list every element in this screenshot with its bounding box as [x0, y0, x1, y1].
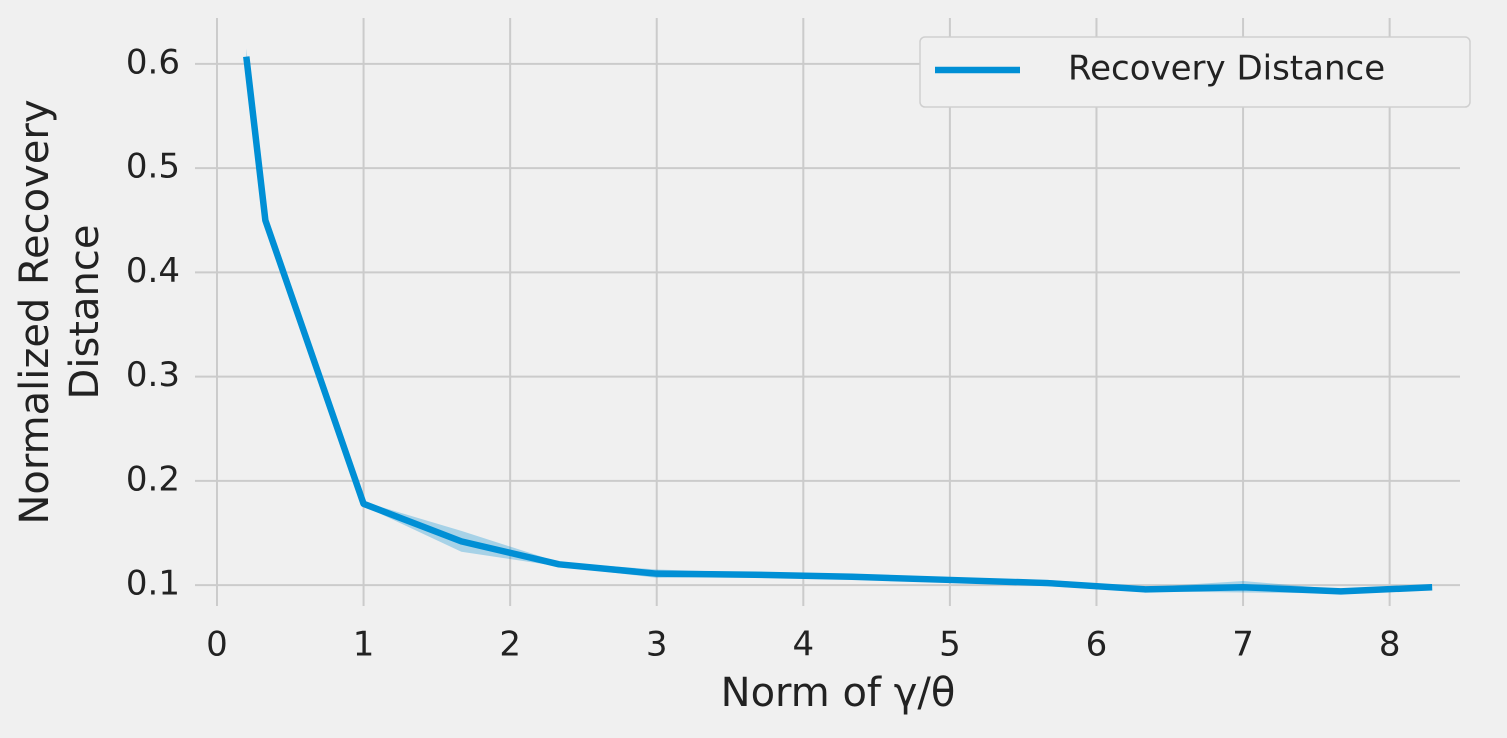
y-tick-label: 0.6 [126, 42, 180, 82]
x-tick-label: 7 [1232, 625, 1254, 665]
y-tick-label: 0.5 [126, 147, 180, 187]
x-tick-label: 3 [646, 625, 668, 665]
x-tick-label: 6 [1086, 625, 1108, 665]
x-tick-label: 0 [206, 625, 228, 665]
data-line [243, 56, 1433, 595]
y-axis-label-line: Distance [62, 225, 108, 400]
x-tick-label: 2 [499, 625, 521, 665]
x-axis-label: Norm of γ/θ [721, 670, 956, 716]
legend-label: Recovery Distance [1068, 49, 1385, 89]
y-tick-label: 0.1 [126, 564, 180, 604]
y-tick-label: 0.4 [126, 251, 180, 291]
x-tick-label: 1 [353, 625, 375, 665]
x-tick-label: 5 [939, 625, 961, 665]
x-tick-label: 4 [792, 625, 814, 665]
y-axis-label: Normalized Recovery Distance [12, 99, 108, 524]
y-tick-label: 0.3 [126, 355, 180, 395]
legend-box [919, 36, 1471, 108]
y-axis-label-line: Normalized Recovery [12, 99, 58, 524]
y-tick-label: 0.2 [126, 459, 180, 499]
x-tick-label: 8 [1379, 625, 1401, 665]
